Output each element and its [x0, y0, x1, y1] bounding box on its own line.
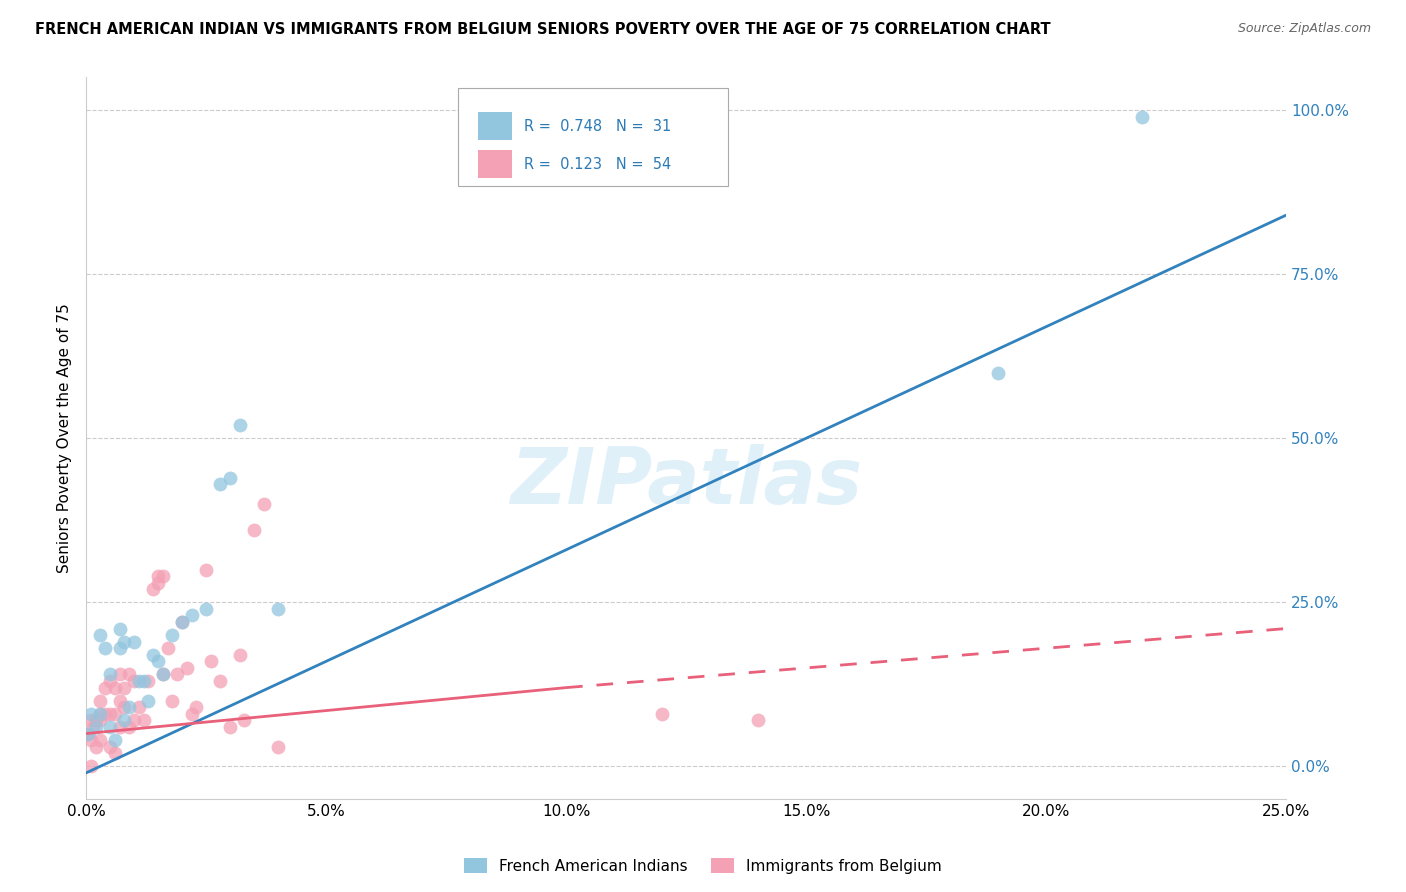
Point [98, 674, 121, 689]
Text: R =  0.748   N =  31: R = 0.748 N = 31 [524, 119, 671, 134]
Point [89, 628, 111, 642]
Point [186, 700, 208, 714]
Point [267, 602, 290, 616]
Point [108, 622, 131, 636]
Point [209, 674, 232, 689]
Point [118, 720, 141, 734]
Point [987, 366, 1010, 380]
Point [142, 582, 165, 597]
Y-axis label: Seniors Poverty Over the Age of 75: Seniors Poverty Over the Age of 75 [58, 303, 72, 574]
Point [138, 674, 160, 689]
Point [219, 720, 242, 734]
Point [94, 706, 117, 721]
Point [747, 714, 769, 728]
Point [98, 720, 121, 734]
Point [122, 714, 145, 728]
Point [132, 714, 155, 728]
Point [228, 418, 250, 433]
Point [114, 634, 136, 648]
Point [84, 714, 107, 728]
Point [89, 706, 111, 721]
Point [162, 628, 184, 642]
Point [80, 714, 103, 728]
Point [228, 648, 250, 662]
Point [170, 615, 193, 629]
Point [122, 634, 145, 648]
Point [84, 720, 107, 734]
Point [89, 706, 111, 721]
Point [89, 694, 111, 708]
Point [80, 733, 103, 747]
Point [209, 477, 232, 491]
Point [253, 497, 276, 511]
Point [94, 641, 117, 656]
Text: R =  0.123   N =  54: R = 0.123 N = 54 [524, 157, 671, 171]
Point [114, 714, 136, 728]
Point [156, 641, 179, 656]
FancyBboxPatch shape [458, 88, 728, 186]
Point [219, 470, 242, 484]
Point [170, 615, 193, 629]
Point [138, 694, 160, 708]
Point [94, 681, 117, 695]
Point [142, 648, 165, 662]
Point [104, 706, 127, 721]
Point [114, 700, 136, 714]
Point [104, 681, 127, 695]
Point [89, 733, 111, 747]
Point [108, 641, 131, 656]
Point [77, 726, 100, 740]
Point [195, 562, 218, 576]
Point [176, 661, 198, 675]
FancyBboxPatch shape [478, 151, 512, 178]
Point [132, 674, 155, 689]
Point [84, 739, 107, 754]
Point [146, 654, 169, 668]
Point [108, 720, 131, 734]
Point [98, 706, 121, 721]
Point [89, 714, 111, 728]
Point [152, 667, 174, 681]
Point [108, 667, 131, 681]
FancyBboxPatch shape [478, 112, 512, 140]
Point [118, 700, 141, 714]
Point [114, 681, 136, 695]
Point [180, 706, 202, 721]
Point [166, 667, 188, 681]
Text: FRENCH AMERICAN INDIAN VS IMMIGRANTS FROM BELGIUM SENIORS POVERTY OVER THE AGE O: FRENCH AMERICAN INDIAN VS IMMIGRANTS FRO… [35, 22, 1050, 37]
Legend: French American Indians, Immigrants from Belgium: French American Indians, Immigrants from… [458, 852, 948, 880]
Point [80, 706, 103, 721]
Point [162, 694, 184, 708]
Point [146, 569, 169, 583]
Point [98, 739, 121, 754]
Point [98, 667, 121, 681]
Point [77, 726, 100, 740]
Point [104, 746, 127, 760]
Point [80, 759, 103, 773]
Point [1130, 110, 1153, 124]
Point [195, 602, 218, 616]
Point [200, 654, 222, 668]
Point [651, 706, 673, 721]
Point [108, 694, 131, 708]
Point [122, 674, 145, 689]
Text: Source: ZipAtlas.com: Source: ZipAtlas.com [1237, 22, 1371, 36]
Point [180, 608, 202, 623]
Point [233, 714, 256, 728]
Point [152, 667, 174, 681]
Point [82, 720, 104, 734]
Point [128, 674, 150, 689]
Point [118, 667, 141, 681]
Point [146, 575, 169, 590]
Point [267, 739, 290, 754]
Point [152, 569, 174, 583]
Point [104, 733, 127, 747]
Point [243, 523, 266, 537]
Point [128, 700, 150, 714]
Text: ZIPatlas: ZIPatlas [510, 443, 862, 520]
